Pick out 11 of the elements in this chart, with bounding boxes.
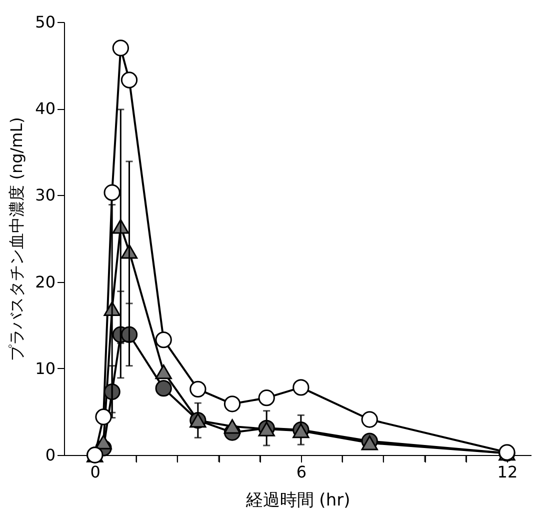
y-tick-label: 10 bbox=[35, 358, 56, 378]
y-tick-label: 40 bbox=[35, 99, 56, 118]
y-tick-label: 0 bbox=[45, 446, 56, 464]
y-tick-label: 50 bbox=[35, 12, 56, 32]
x-axis-title: 経過時間 (hr) bbox=[244, 490, 350, 510]
x-tick-label: 0 bbox=[90, 462, 100, 482]
x-tick-label: 12 bbox=[497, 462, 518, 482]
x-tick-label: 6 bbox=[296, 462, 307, 482]
y-axis-title: プラバスタチン血中濃度 (ng/mL) bbox=[7, 117, 26, 361]
y-tick-label: 30 bbox=[35, 186, 56, 205]
y-tick-label: 20 bbox=[35, 272, 56, 292]
